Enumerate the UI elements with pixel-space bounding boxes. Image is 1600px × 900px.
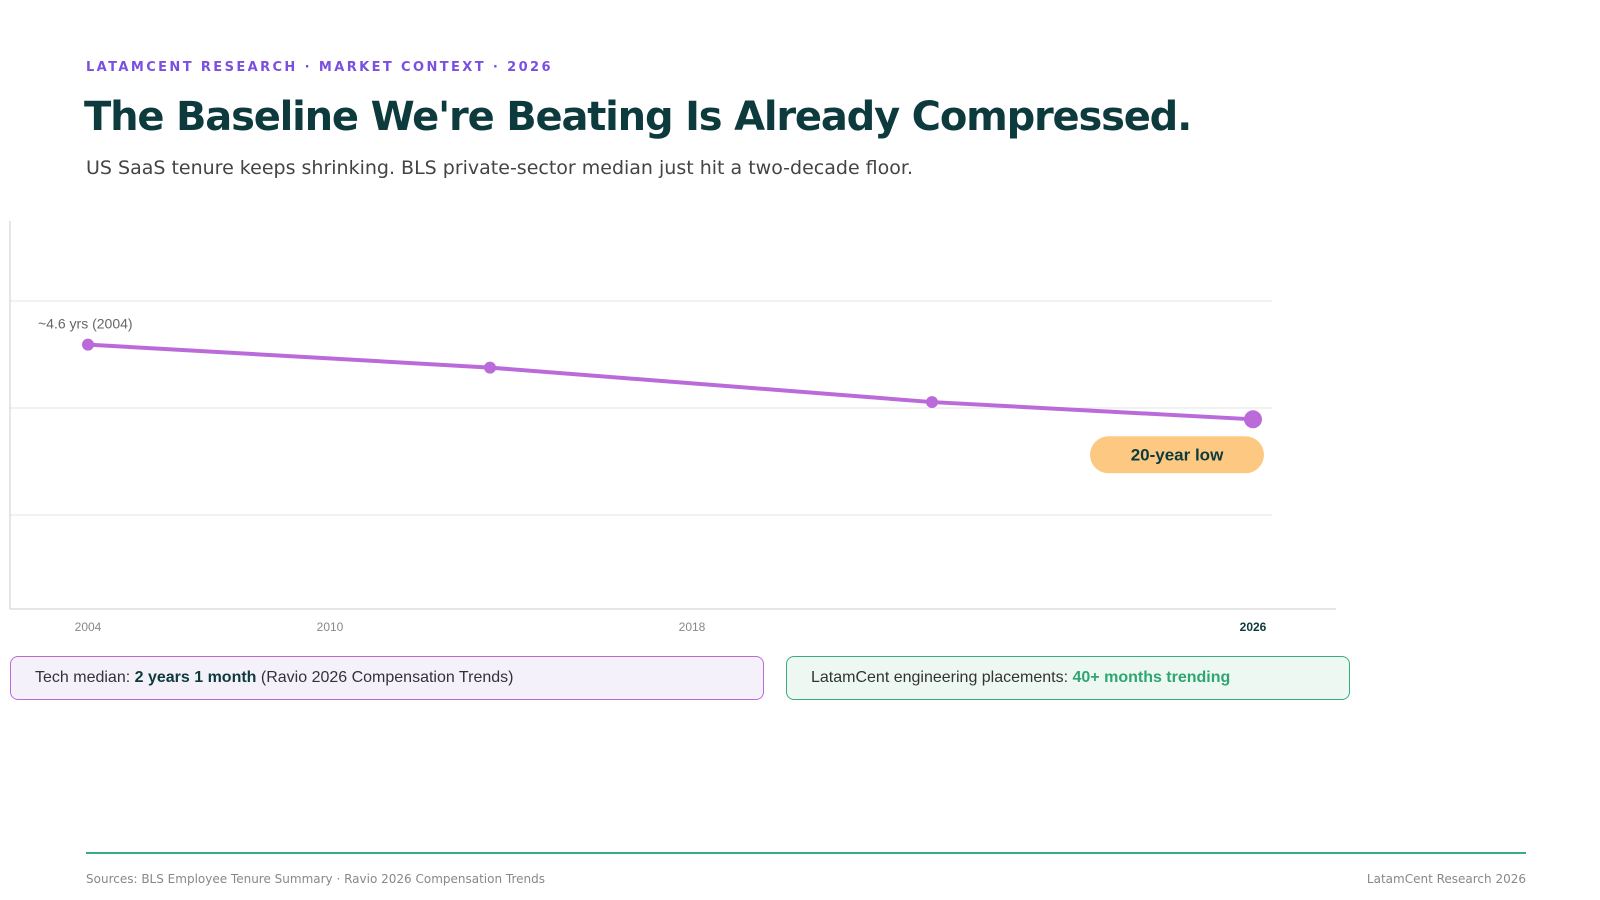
- footer-sources: Sources: BLS Employee Tenure Summary · R…: [86, 872, 545, 886]
- title: The Baseline We're Beating Is Already Co…: [84, 94, 1192, 140]
- chart: 2004 2010 2018 2026 ~4.6 yrs (2004) 20-year l…: [9, 221, 1336, 634]
- annotation: ~4.6 yrs (2004): [38, 316, 133, 332]
- point: [926, 396, 938, 409]
- x-tick-label: 2010: [317, 620, 344, 634]
- point: [1244, 410, 1262, 429]
- card-text: Tech median:: [35, 669, 135, 686]
- subtitle: US SaaS tenure keeps shrinking. BLS priv…: [86, 157, 913, 179]
- tech-median-card: Tech median: 2 years 1 month (Ravio 2026…: [10, 656, 764, 700]
- line: [86, 342, 1255, 422]
- point: [82, 338, 94, 351]
- footer-brand: LatamCent Research 2026: [1366, 872, 1526, 886]
- placements-card: LatamCent engineering placements: 40+ mo…: [786, 656, 1350, 700]
- card-text: (Ravio 2026 Compensation Trends): [256, 669, 514, 686]
- point: [484, 361, 496, 374]
- eyebrow: LATAMCENT RESEARCH · MARKET CONTEXT · 20…: [86, 60, 553, 75]
- card-highlight: 2 years 1 month: [134, 669, 257, 686]
- low-badge: [1090, 436, 1264, 474]
- x-tick-label: 2026: [1240, 620, 1267, 634]
- card-highlight: 40+ months trending: [1072, 669, 1231, 686]
- x-tick-label: 2018: [679, 620, 706, 634]
- card-text: LatamCent engineering placements:: [811, 669, 1073, 686]
- low-badge-label: 20-year low: [1131, 445, 1224, 464]
- x-tick-label: 2004: [75, 620, 102, 634]
- footer-rule: [86, 852, 1526, 854]
